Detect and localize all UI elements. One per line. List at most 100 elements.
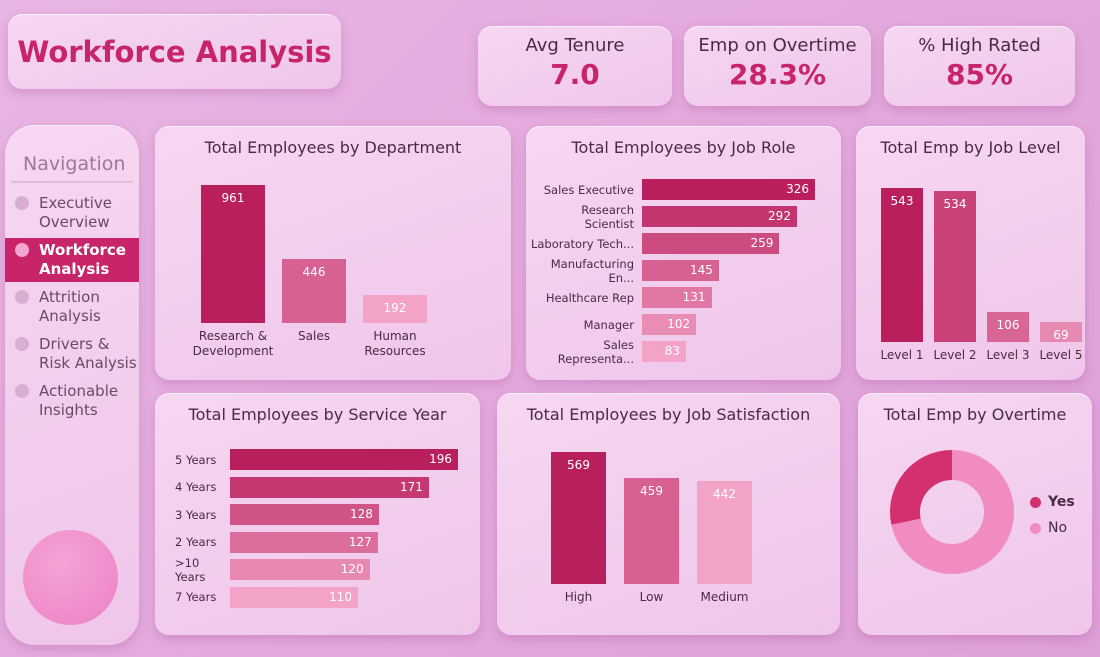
- bar-3-years[interactable]: 128: [230, 504, 379, 525]
- tick-label: Level 2: [933, 348, 977, 362]
- tick-label: Healthcare Rep: [545, 290, 634, 305]
- slice-no[interactable]: [891, 450, 1014, 574]
- page-title: Workforce Analysis: [17, 34, 332, 69]
- bar-research-scientist[interactable]: 292: [642, 206, 797, 227]
- tick-label: Low: [639, 590, 664, 604]
- chart-card-job-satisfaction: Total Employees by Job Satisfaction 569 45…: [497, 393, 840, 635]
- bar-high[interactable]: 569: [551, 452, 606, 584]
- data-label: 446: [302, 264, 326, 279]
- nav-item-attrition-analysis[interactable]: Attrition Analysis: [5, 285, 139, 329]
- navigation-heading: Navigation: [11, 125, 133, 183]
- bar-level-1[interactable]: 543: [881, 188, 923, 342]
- tick-label: Sales Executive: [543, 182, 634, 197]
- tick-label: Level 5: [1039, 348, 1083, 362]
- bullet-icon: [15, 196, 29, 210]
- nav-label: Executive Overview: [39, 194, 113, 231]
- tick-label: 4 Years: [175, 480, 217, 494]
- bar-row: 7 Years 110: [175, 586, 358, 608]
- bar-row: 4 Years 171: [175, 476, 429, 498]
- chart-card-department: Total Employees by Department 961 446 192 Re…: [155, 126, 511, 380]
- legend: Yes No: [1030, 494, 1075, 546]
- chart-title: Total Employees by Service Year: [188, 405, 447, 424]
- data-label: 106: [996, 317, 1020, 332]
- plot-area: 961 446 192: [201, 185, 427, 323]
- bar-sales-executive[interactable]: 326: [642, 179, 815, 200]
- title-card: Workforce Analysis: [8, 14, 341, 89]
- bar-row: Laboratory Tech... 259: [530, 233, 780, 254]
- kpi-avg-tenure: Avg Tenure 7.0: [478, 26, 672, 106]
- legend-item-yes[interactable]: Yes: [1030, 494, 1075, 510]
- chart-title: Total Emp by Job Level: [880, 138, 1061, 157]
- bar-row: >10 Years 120: [175, 556, 370, 584]
- nav-item-workforce-analysis[interactable]: Workforce Analysis: [5, 238, 139, 282]
- nav-item-actionable-insights[interactable]: Actionable Insights: [5, 379, 139, 423]
- bar-level-2[interactable]: 534: [934, 190, 976, 342]
- nav-item-drivers-risk-analysis[interactable]: Drivers & Risk Analysis: [5, 332, 139, 376]
- bar-2-years[interactable]: 127: [230, 531, 378, 553]
- donut-chart: [890, 450, 1014, 574]
- chart-title: Total Employees by Job Role: [571, 138, 796, 157]
- legend-swatch-icon: [1030, 522, 1041, 534]
- bar-row: Sales Executive 326: [530, 179, 815, 200]
- kpi-emp-on-overtime: Emp on Overtime 28.3%: [684, 26, 871, 106]
- category-axis: Research & Development Sales Human Resourc…: [193, 329, 436, 359]
- bullet-icon: [15, 384, 29, 398]
- tick-label: Sales Representa...: [557, 337, 634, 366]
- data-label: 192: [383, 301, 407, 316]
- data-label: 69: [1053, 328, 1069, 343]
- bar-5-years[interactable]: 196: [230, 449, 458, 470]
- tick-label: Manufacturing En...: [550, 256, 634, 285]
- bar-sales-representa[interactable]: 83: [642, 341, 687, 362]
- bar-row: Manufacturing En... 145: [530, 257, 719, 285]
- chart-card-service-year: Total Employees by Service Year 5 Years 19…: [155, 393, 480, 635]
- bar-row: 5 Years 196: [175, 449, 458, 470]
- decorative-circle: [23, 530, 118, 625]
- kpi-label: % High Rated: [918, 35, 1041, 56]
- category-axis: High Low Medium: [542, 590, 761, 605]
- tick-label: 3 Years: [175, 507, 217, 522]
- data-label: 459: [640, 483, 663, 498]
- tick-label: Laboratory Tech...: [530, 236, 634, 251]
- kpi-label: Emp on Overtime: [698, 35, 857, 56]
- slice-yes[interactable]: [890, 450, 952, 525]
- bar-low[interactable]: 459: [624, 477, 679, 584]
- tick-label: Medium: [700, 590, 749, 604]
- bar-10-years[interactable]: 120: [230, 559, 370, 580]
- bar-4-years[interactable]: 171: [230, 476, 429, 498]
- legend-item-no[interactable]: No: [1030, 520, 1075, 536]
- bar-medium[interactable]: 442: [697, 481, 752, 584]
- chart-title: Total Employees by Job Satisfaction: [526, 405, 811, 424]
- tick-label: Level 3: [986, 348, 1030, 362]
- bar-research-development[interactable]: 961: [201, 185, 265, 323]
- chart-card-job-level: Total Emp by Job Level 543 534 106 69 Level 1…: [856, 126, 1085, 380]
- chart-title: Total Emp by Overtime: [883, 405, 1067, 424]
- bar-laboratory-tech[interactable]: 259: [642, 233, 780, 254]
- bar-row: Sales Representa... 83: [530, 338, 687, 366]
- tick-label: Research Scientist: [581, 202, 634, 231]
- bar-level-3[interactable]: 106: [987, 311, 1029, 342]
- category-axis: Level 1 Level 2 Level 3 Level 5: [876, 348, 1088, 363]
- navigation-panel: Navigation Executive Overview Workforce …: [5, 125, 139, 645]
- bar-manager[interactable]: 102: [642, 314, 697, 335]
- data-label: 961: [221, 191, 245, 205]
- nav-item-executive-overview[interactable]: Executive Overview: [5, 191, 139, 235]
- bullet-icon: [15, 290, 29, 304]
- chart-card-job-role: Total Employees by Job Role Sales Executi…: [526, 126, 841, 380]
- chart-title: Total Employees by Department: [204, 138, 462, 157]
- legend-label: Yes: [1048, 494, 1075, 510]
- tick-label: Manager: [583, 317, 634, 332]
- bar-sales[interactable]: 446: [282, 258, 346, 323]
- bar-manufacturing-en[interactable]: 145: [642, 260, 719, 281]
- bar-healthcare-rep[interactable]: 131: [642, 287, 712, 308]
- bar-human-resources[interactable]: 192: [363, 295, 427, 323]
- tick-label: 5 Years: [175, 452, 217, 467]
- bullet-icon: [15, 243, 29, 257]
- bar-level-5[interactable]: 69: [1040, 322, 1082, 342]
- plot-area: 543 534 106 69: [881, 188, 1082, 342]
- data-label: 442: [713, 487, 736, 502]
- bar-row: Research Scientist 292: [530, 203, 797, 231]
- legend-swatch-icon: [1030, 496, 1041, 508]
- bar-7-years[interactable]: 110: [230, 586, 358, 608]
- legend-label: No: [1048, 520, 1068, 536]
- kpi-label: Avg Tenure: [525, 35, 625, 56]
